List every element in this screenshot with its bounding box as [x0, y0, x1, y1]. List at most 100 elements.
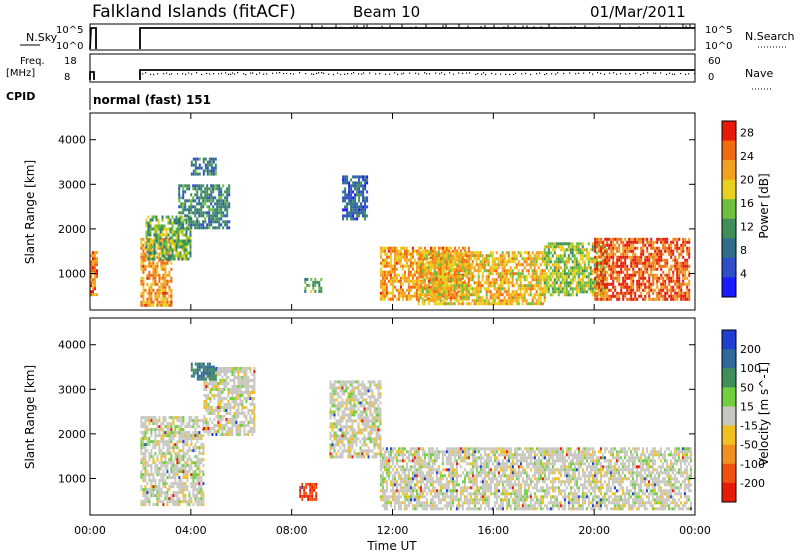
data-cell	[391, 270, 394, 274]
data-cell	[449, 251, 452, 255]
data-cell	[626, 282, 629, 286]
data-cell	[648, 240, 651, 244]
data-cell	[463, 272, 466, 276]
data-cell	[92, 260, 94, 264]
data-cell	[465, 260, 468, 264]
data-cell	[150, 440, 153, 444]
data-cell	[604, 285, 607, 289]
data-cell	[160, 297, 163, 301]
nave-dot	[435, 72, 437, 74]
data-cell	[223, 382, 226, 385]
data-cell	[243, 427, 246, 430]
data-cell	[537, 302, 540, 306]
data-cell	[362, 175, 365, 179]
data-cell	[162, 500, 165, 504]
data-cell	[224, 223, 227, 227]
data-cell	[202, 503, 205, 507]
data-cell	[473, 302, 476, 306]
data-cell	[383, 291, 386, 295]
data-cell	[491, 272, 494, 276]
data-cell	[517, 272, 520, 276]
nave-dot	[232, 72, 234, 74]
data-cell	[493, 302, 496, 306]
data-cell	[427, 249, 430, 253]
data-cell	[221, 391, 224, 394]
data-cell	[385, 264, 388, 268]
data-cell	[222, 202, 225, 206]
data-cell	[164, 425, 167, 429]
data-cell	[190, 443, 193, 447]
data-cell	[551, 284, 554, 288]
data-cell	[140, 503, 143, 507]
data-cell	[608, 282, 611, 286]
data-cell	[401, 246, 404, 250]
data-cell	[225, 424, 228, 427]
data-cell	[437, 246, 440, 250]
data-cell	[463, 296, 466, 300]
data-cell	[167, 233, 170, 237]
data-cell	[509, 275, 512, 279]
data-cell	[451, 275, 454, 279]
data-cell	[183, 239, 186, 243]
data-cell	[182, 500, 185, 504]
data-cell	[200, 443, 203, 447]
data-cell	[194, 500, 197, 504]
data-cell	[610, 273, 613, 277]
data-cell	[198, 208, 201, 212]
data-cell	[209, 406, 212, 409]
data-cell	[616, 291, 619, 295]
data-cell	[517, 275, 520, 279]
data-cell	[636, 270, 639, 274]
data-cell	[251, 409, 254, 412]
data-cell	[610, 240, 613, 244]
data-cell	[682, 243, 685, 247]
data-cell	[606, 243, 609, 247]
data-cell	[181, 248, 184, 252]
data-cell	[150, 428, 153, 432]
data-cell	[198, 446, 201, 450]
data-cell	[658, 252, 661, 256]
data-cell	[304, 280, 307, 284]
data-cell	[176, 416, 179, 420]
data-cell	[662, 276, 665, 280]
data-cell	[202, 211, 205, 215]
data-cell	[194, 437, 197, 441]
data-cell	[237, 403, 240, 406]
nave-dot	[409, 72, 411, 74]
data-cell	[389, 261, 392, 265]
data-cell	[211, 412, 214, 415]
data-cell	[555, 269, 558, 273]
data-cell	[543, 275, 546, 279]
nave-dot	[688, 73, 690, 75]
data-cell	[447, 272, 450, 276]
data-cell	[221, 427, 224, 430]
data-cell	[206, 184, 209, 188]
data-cell	[648, 288, 651, 292]
data-cell	[569, 269, 572, 273]
data-cell	[153, 215, 156, 219]
data-cell	[505, 299, 508, 303]
data-cell	[188, 458, 191, 462]
data-cell	[433, 287, 436, 291]
data-cell	[529, 293, 532, 297]
data-cell	[654, 288, 657, 292]
nave-dot	[263, 73, 265, 75]
data-cell	[192, 434, 195, 438]
data-cell	[178, 455, 181, 459]
data-cell	[447, 246, 450, 250]
data-cell	[145, 233, 148, 237]
data-cell	[465, 296, 468, 300]
data-cell	[405, 264, 408, 268]
data-cell	[154, 431, 157, 435]
data-cell	[178, 199, 181, 203]
data-cell	[501, 260, 504, 264]
data-cell	[152, 300, 155, 304]
data-cell	[158, 431, 161, 435]
data-cell	[417, 263, 420, 267]
data-cell	[152, 303, 155, 307]
data-cell	[569, 242, 572, 246]
data-cell	[493, 257, 496, 261]
data-cell	[154, 488, 157, 492]
data-cell	[245, 391, 248, 394]
data-cell	[459, 287, 462, 291]
